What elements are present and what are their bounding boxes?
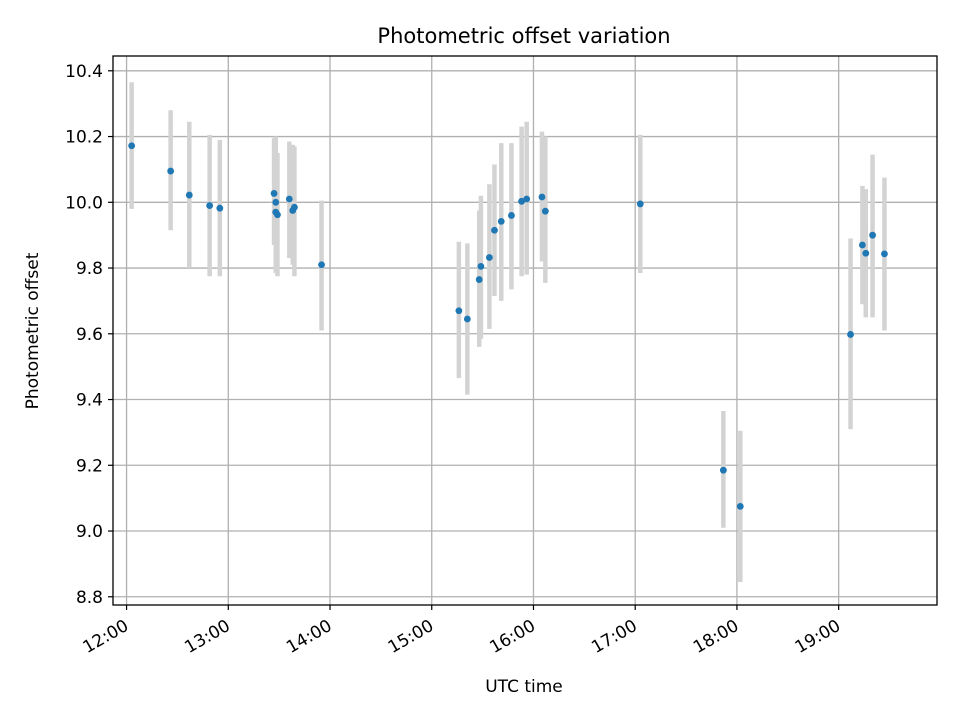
data-point xyxy=(719,466,727,474)
data-point xyxy=(318,261,325,269)
data-point xyxy=(274,211,281,219)
data-point xyxy=(491,226,498,234)
data-point xyxy=(285,195,293,203)
y-tick-label: 9.0 xyxy=(76,522,103,542)
data-point xyxy=(291,203,298,211)
data-point xyxy=(463,315,471,323)
data-point xyxy=(128,142,136,150)
data-point xyxy=(862,249,870,257)
data-point xyxy=(518,197,526,205)
y-tick-label: 9.2 xyxy=(76,456,103,476)
data-point xyxy=(847,331,854,338)
chart-title: Photometric offset variation xyxy=(377,24,670,48)
data-point xyxy=(523,195,531,203)
x-axis-label: UTC time xyxy=(485,677,563,697)
data-point xyxy=(216,204,224,212)
data-point xyxy=(736,502,744,510)
y-tick-label: 9.8 xyxy=(76,259,103,279)
data-point xyxy=(541,207,549,215)
data-point xyxy=(497,217,505,225)
y-tick-label: 10.4 xyxy=(65,62,103,82)
plot-frame xyxy=(112,55,938,606)
data-point xyxy=(636,200,644,208)
data-point xyxy=(869,231,876,239)
data-point xyxy=(167,167,175,175)
data-points xyxy=(128,142,888,510)
data-point xyxy=(508,212,515,219)
data-point xyxy=(538,193,546,201)
y-tick-label: 9.4 xyxy=(76,391,103,411)
data-point xyxy=(881,250,888,258)
y-tick-label: 9.6 xyxy=(76,325,103,345)
y-axis-label: Photometric offset xyxy=(23,252,43,409)
data-point xyxy=(858,241,866,249)
data-point xyxy=(270,190,278,197)
data-point xyxy=(455,307,463,315)
data-point xyxy=(477,262,485,270)
y-tick-label: 10.0 xyxy=(65,193,103,213)
data-point xyxy=(185,191,193,199)
data-point xyxy=(485,254,493,261)
data-point xyxy=(272,198,280,206)
data-point xyxy=(206,202,214,209)
y-tick-label: 10.2 xyxy=(65,128,103,148)
data-point xyxy=(475,276,483,283)
y-tick-label: 8.8 xyxy=(76,588,103,608)
